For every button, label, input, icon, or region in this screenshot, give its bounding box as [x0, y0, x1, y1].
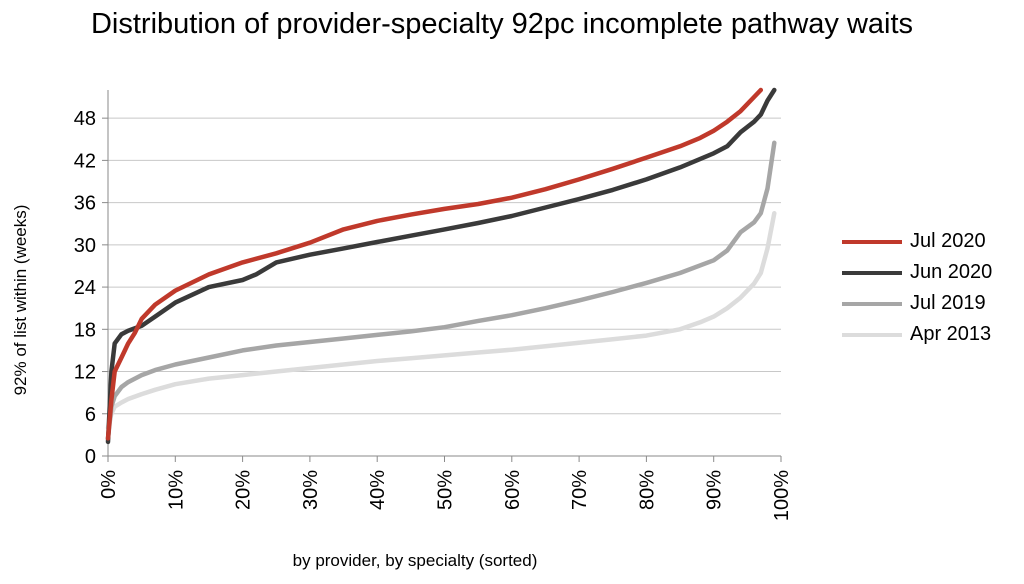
x-tick-label-10: 10% [165, 470, 187, 510]
legend-swatch [842, 332, 902, 337]
y-tick-label-0: 0 [85, 446, 96, 468]
series-line-jul-2020 [105, 87, 764, 441]
series-line-jul-2019 [105, 140, 777, 441]
y-tick-label-12: 12 [74, 362, 96, 384]
legend-item-jul-2020: Jul 2020 [842, 226, 1022, 257]
x-tick-label-50: 50% [435, 470, 457, 510]
legend-swatch [842, 239, 902, 244]
legend-item-jul-2019: Jul 2019 [842, 288, 1022, 319]
x-tick-label-60: 60% [502, 470, 524, 510]
y-tick-label-24: 24 [74, 277, 96, 299]
y-tick-label-48: 48 [74, 108, 96, 130]
legend-label: Jun 2020 [910, 261, 993, 283]
x-tick-label-40: 40% [367, 470, 389, 510]
legend-swatch [842, 270, 902, 275]
x-tick-label-80: 80% [636, 470, 658, 510]
x-tick-label-70: 70% [569, 470, 591, 510]
series-line-apr-2013 [105, 210, 777, 431]
x-axis-label: by provider, by specialty (sorted) [293, 551, 538, 570]
series-lines [105, 87, 777, 445]
legend-label: Jul 2020 [910, 230, 986, 252]
x-tick-label-100: 100% [771, 470, 793, 521]
axes [102, 90, 782, 462]
y-tick-label-18: 18 [74, 319, 96, 341]
x-tick-label-30: 30% [300, 470, 322, 510]
y-tick-labels: 0 6 12 18 24 30 36 42 48 [74, 108, 96, 468]
legend: Jul 2020 Jun 2020 Jul 2019 Apr 2013 [842, 226, 1022, 350]
y-tick-label-42: 42 [74, 150, 96, 172]
x-tick-labels: 0% 10% 20% 30% 40% 50% 60% 70% 80% 90% 100% [98, 470, 793, 521]
legend-swatch [842, 301, 902, 306]
legend-item-jun-2020: Jun 2020 [842, 257, 1022, 288]
gridlines [108, 117, 781, 415]
x-tick-label-0: 0% [98, 470, 120, 499]
x-tick-label-20: 20% [233, 470, 255, 510]
legend-label: Jul 2019 [910, 292, 986, 314]
y-tick-label-36: 36 [74, 193, 96, 215]
series-line-jun-2020 [105, 87, 777, 445]
y-tick-label-6: 6 [85, 404, 96, 426]
chart-title: Distribution of provider-specialty 92pc … [90, 8, 914, 40]
legend-item-apr-2013: Apr 2013 [842, 319, 1022, 350]
y-axis-label: 92% of list within (weeks) [11, 205, 30, 396]
y-tick-label-30: 30 [74, 235, 96, 257]
legend-label: Apr 2013 [910, 323, 992, 345]
x-tick-label-90: 90% [704, 470, 726, 510]
